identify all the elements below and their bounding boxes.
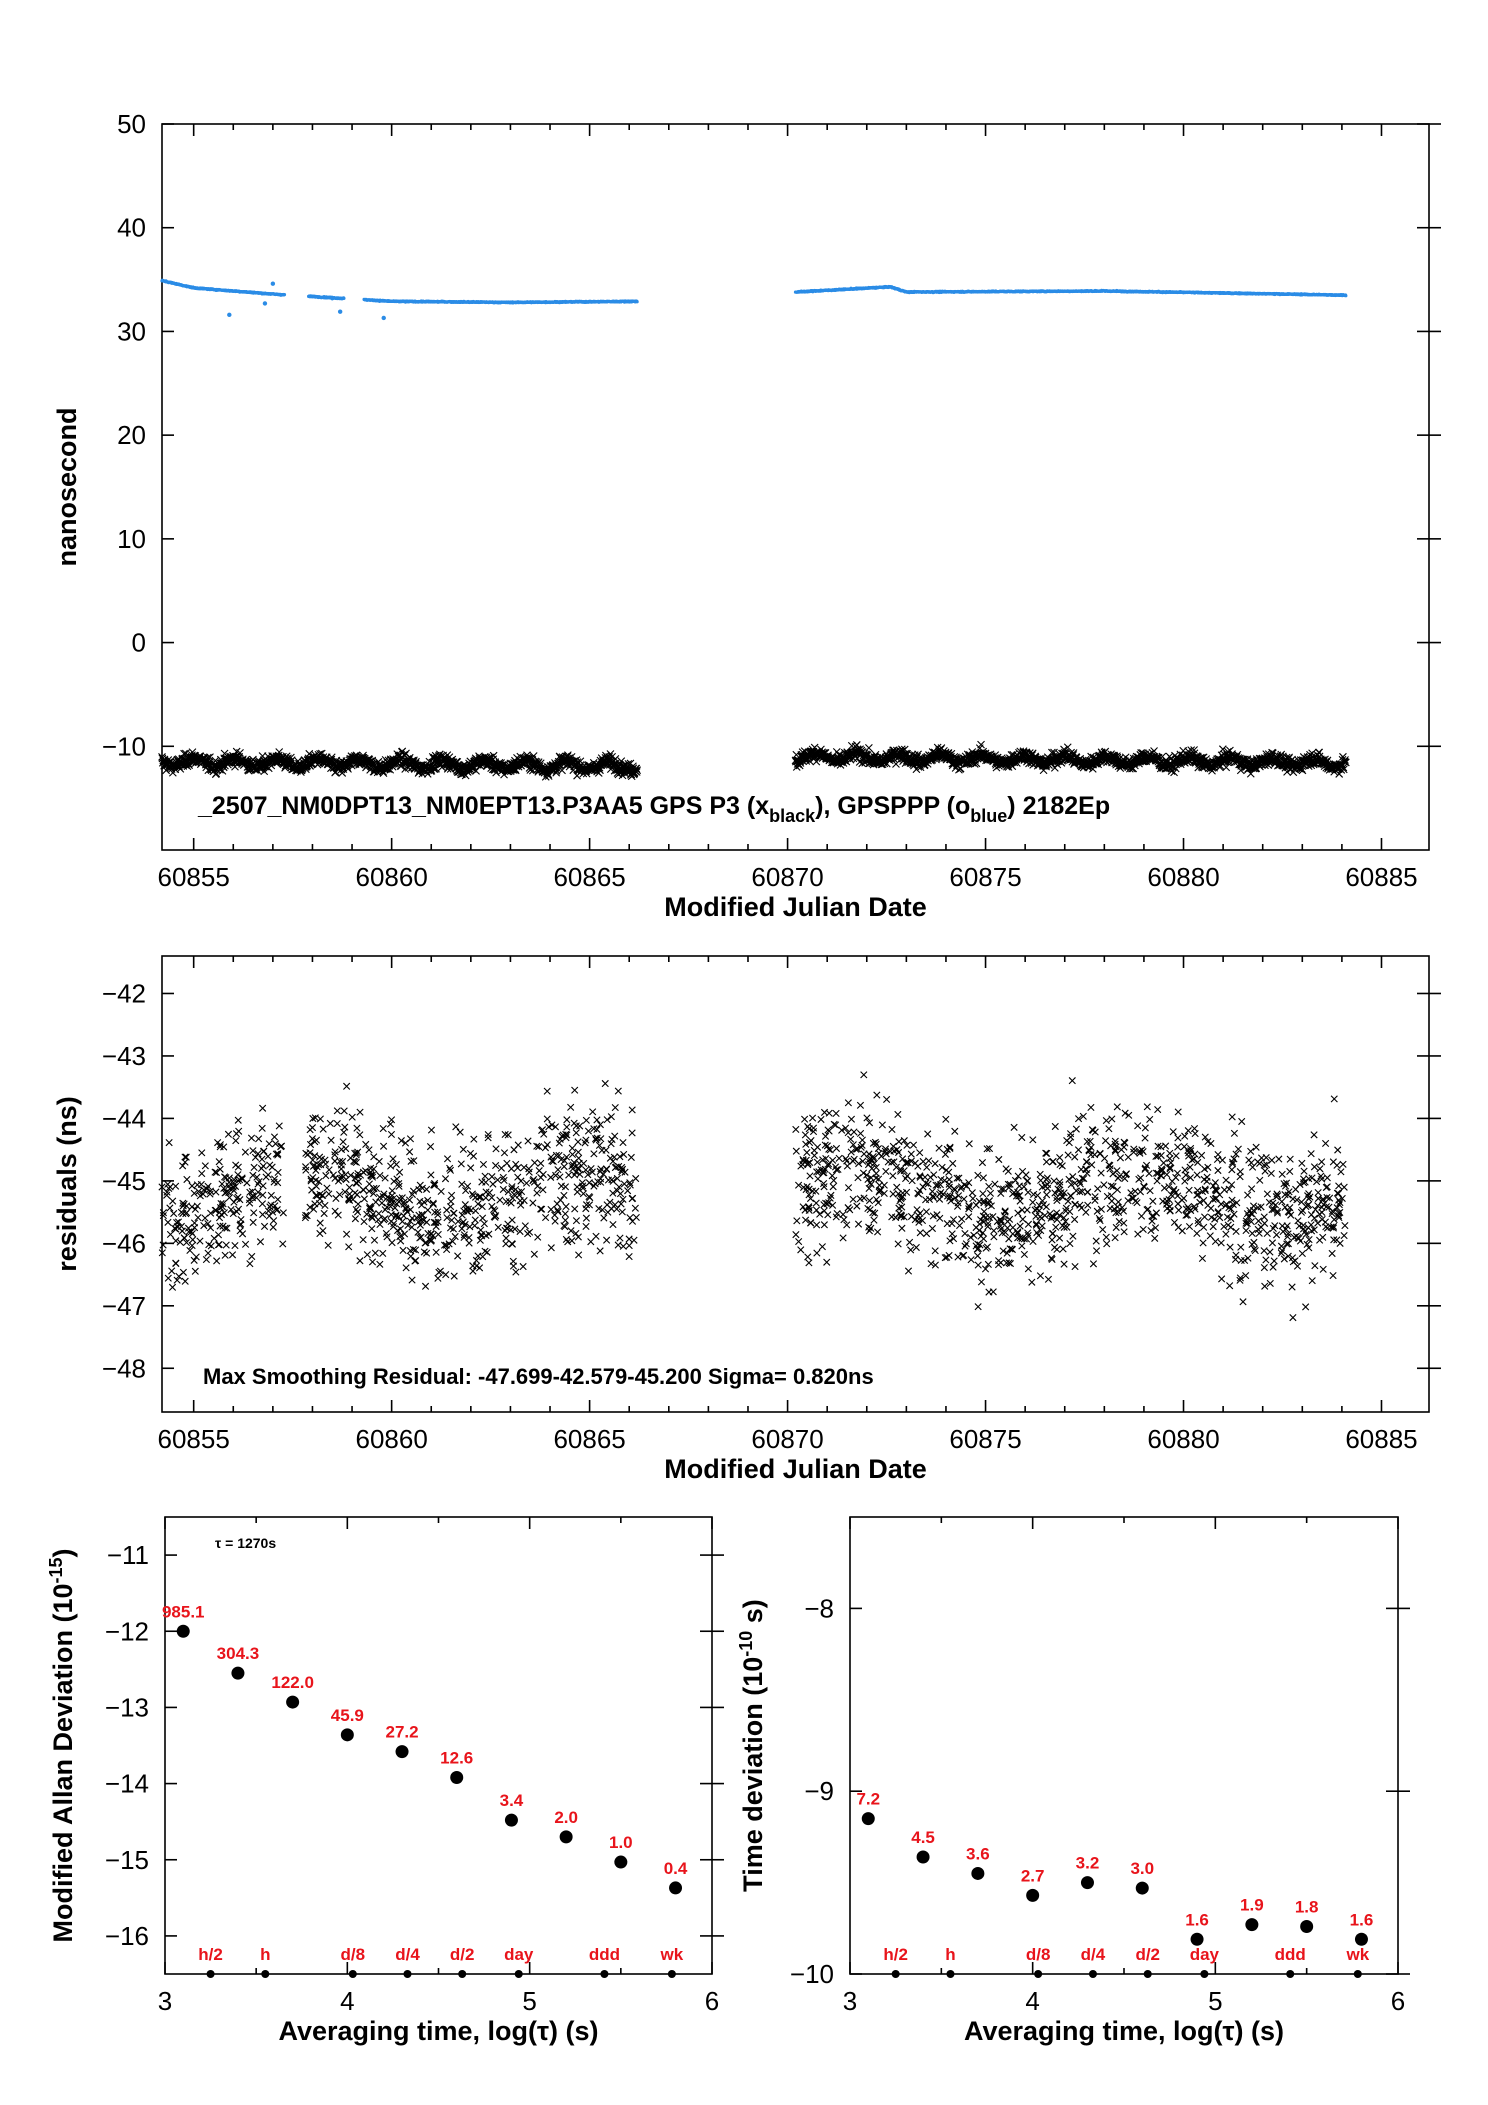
data-point [472, 766, 480, 775]
y-tick-label: 50 [117, 109, 146, 139]
x-tick-label: 60885 [1345, 862, 1417, 892]
data-point [287, 753, 295, 762]
data-point [632, 764, 641, 773]
plot-frame [161, 123, 1430, 851]
data-point [632, 768, 641, 776]
x-tick-label: 60860 [355, 862, 427, 892]
data-point [944, 749, 953, 757]
data-point [374, 757, 383, 766]
x-tick-label: 60870 [751, 862, 823, 892]
phase-difference-plot: 60855 60860 60865 60870 60875 60880 60885 −10 0 1… [52, 109, 1441, 922]
data-point [206, 753, 214, 762]
data-point [633, 766, 642, 775]
data-point [952, 753, 960, 762]
y-tick-label: 10 [117, 524, 146, 554]
data-point [342, 296, 346, 301]
data-point [489, 751, 498, 760]
x-tick-label: 60880 [1147, 862, 1219, 892]
data-point [483, 762, 491, 771]
data-point [558, 766, 566, 775]
y-tick-label: 40 [117, 213, 146, 243]
data-point [977, 740, 985, 749]
y-tick-label: 20 [117, 420, 146, 450]
y-tick-label: 30 [117, 316, 146, 346]
data-point [282, 293, 287, 297]
x-tick-label: 60865 [553, 862, 625, 892]
data-point [864, 743, 873, 752]
data-point [635, 300, 639, 304]
y-tick-label: −10 [102, 731, 146, 761]
data-point [544, 772, 553, 780]
data-point [802, 757, 811, 765]
data-point [236, 749, 244, 757]
x-tick-label: 60855 [158, 862, 230, 892]
data-point [529, 752, 538, 760]
y-tick-label: 0 [132, 628, 146, 658]
data-point [842, 757, 851, 766]
x-tick-label: 60875 [949, 862, 1021, 892]
data-point [805, 757, 814, 765]
data-point [617, 757, 626, 766]
